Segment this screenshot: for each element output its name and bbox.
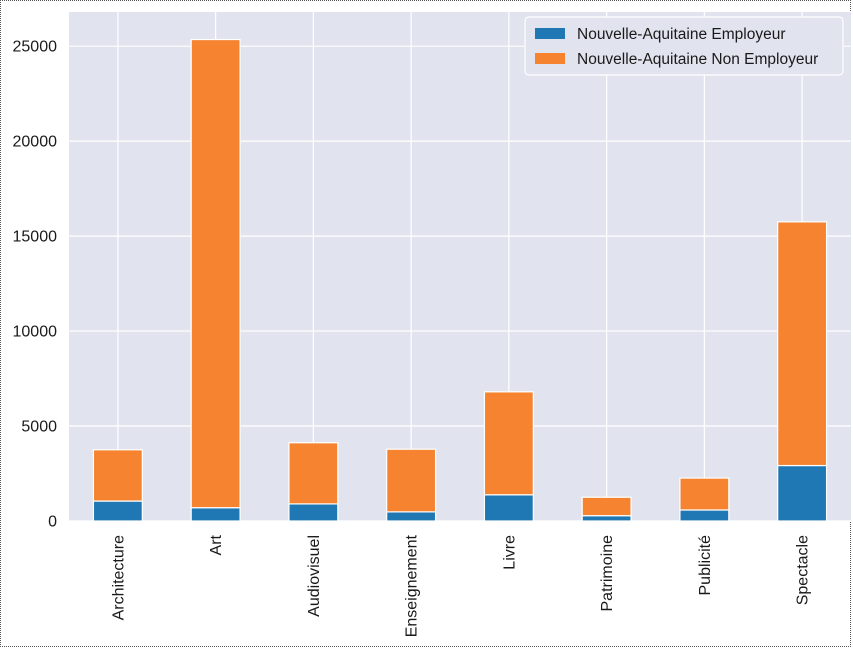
bar-employeur-audiovisuel[interactable] xyxy=(288,503,339,522)
bar-employeur-architecture[interactable] xyxy=(92,500,143,522)
bar-non-employeur-enseignement[interactable] xyxy=(386,448,437,513)
legend-swatch xyxy=(535,28,565,39)
bar-non-employeur-spectacle[interactable] xyxy=(777,221,828,467)
x-tick-label: Enseignement xyxy=(404,534,421,637)
y-tick-label: 25000 xyxy=(13,39,58,56)
bar-non-employeur-art[interactable] xyxy=(190,38,241,509)
bar-employeur-art[interactable] xyxy=(190,507,241,522)
legend-label: Nouvelle-Aquitaine Employeur xyxy=(577,26,786,43)
y-axis: 0 5000 10000 15000 20000 25000 xyxy=(13,39,58,531)
bar-non-employeur-publicité[interactable] xyxy=(679,477,730,511)
legend[interactable]: Nouvelle-Aquitaine Employeur Nouvelle-Aqu… xyxy=(524,16,844,76)
x-tick-label: Publicité xyxy=(697,535,714,596)
x-tick-label: Spectacle xyxy=(795,535,812,605)
bar-non-employeur-audiovisuel[interactable] xyxy=(288,442,339,505)
x-tick-label: Art xyxy=(208,534,225,555)
x-axis: Architecture Art Audiovisuel Enseignement Li… xyxy=(110,534,811,637)
y-tick-label: 20000 xyxy=(13,134,58,151)
legend-box xyxy=(524,16,844,76)
legend-swatch xyxy=(535,53,565,64)
x-tick-label: Architecture xyxy=(110,535,127,620)
plot-background xyxy=(69,12,851,521)
legend-label: Nouvelle-Aquitaine Non Employeur xyxy=(577,51,818,68)
bar-employeur-spectacle[interactable] xyxy=(777,464,828,522)
bar-employeur-enseignement[interactable] xyxy=(386,511,437,522)
y-tick-label: 15000 xyxy=(13,229,58,246)
bar-employeur-publicité[interactable] xyxy=(679,509,730,522)
y-tick-label: 0 xyxy=(48,514,57,531)
bar-non-employeur-patrimoine[interactable] xyxy=(581,496,632,517)
x-tick-label: Livre xyxy=(501,535,518,570)
x-tick-label: Patrimoine xyxy=(599,535,616,612)
y-tick-label: 10000 xyxy=(13,324,58,341)
bar-employeur-livre[interactable] xyxy=(483,494,534,522)
bar-non-employeur-livre[interactable] xyxy=(483,391,534,496)
bars xyxy=(92,38,828,522)
bar-employeur-patrimoine[interactable] xyxy=(581,515,632,522)
x-tick-label: Audiovisuel xyxy=(306,535,323,617)
bar-non-employeur-architecture[interactable] xyxy=(92,449,143,502)
y-tick-label: 5000 xyxy=(21,419,57,436)
